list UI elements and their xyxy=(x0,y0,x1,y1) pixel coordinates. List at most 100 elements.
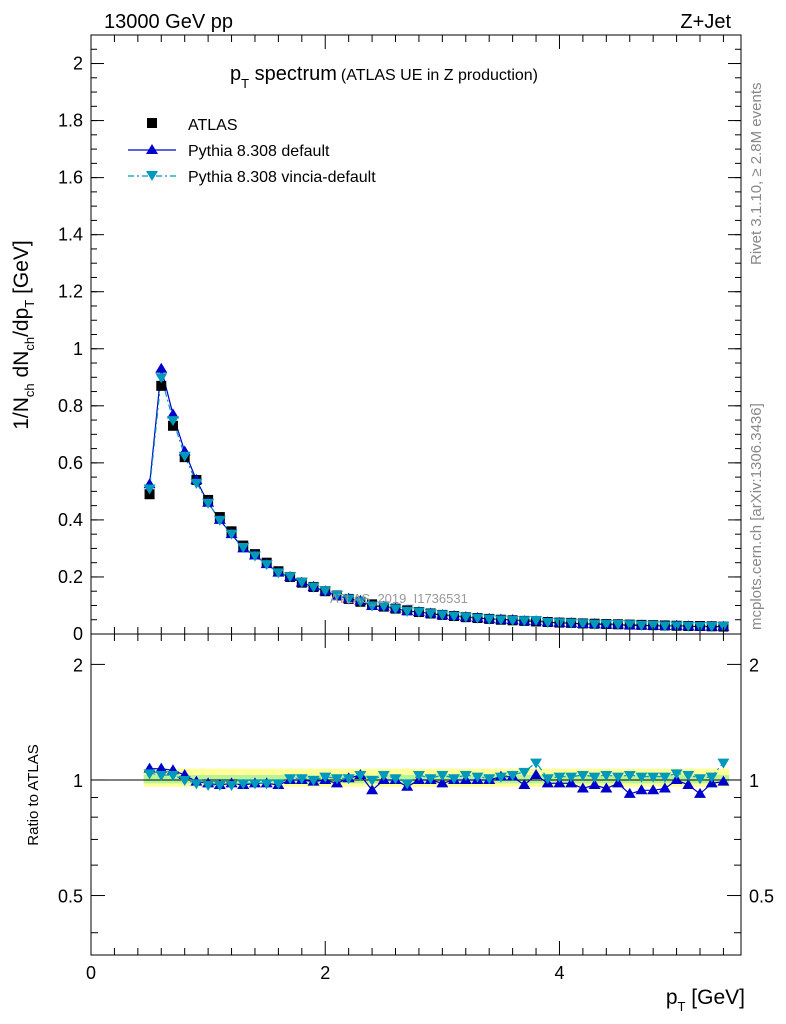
xlabel: pT [GeV] xyxy=(666,986,745,1014)
legend: ATLAS Pythia 8.308 default Pythia 8.308 … xyxy=(128,117,376,186)
pythia-vincia-point xyxy=(565,618,578,629)
pythia-vincia-point xyxy=(647,620,660,631)
pythia-vincia-point xyxy=(588,619,601,630)
pythia-vincia-point xyxy=(319,586,332,597)
ratio-pythia-vincia-point xyxy=(530,758,543,769)
ratio-pythia-default-point xyxy=(366,784,379,795)
ratio-pythia-vincia-point xyxy=(178,775,191,786)
ratio-pythia-vincia-point xyxy=(658,772,671,783)
main-y-tick-label: 1.8 xyxy=(58,111,83,131)
ratio-pythia-default-point xyxy=(588,779,601,790)
pythia-vincia-point xyxy=(272,568,285,579)
ratio-pythia-vincia-point xyxy=(272,779,285,790)
ratio-pythia-vincia-point xyxy=(448,774,461,785)
ratio-pythia-vincia-point xyxy=(319,772,332,783)
ratio-y-tick-label: 0.5 xyxy=(58,887,83,907)
pythia-vincia-point xyxy=(670,621,683,632)
pythia-vincia-point xyxy=(717,621,730,632)
ratio-pythia-vincia-point xyxy=(576,771,589,782)
ratio-pythia-vincia-point xyxy=(213,781,226,792)
pythia-vincia-point xyxy=(459,612,472,623)
legend-vincia-marker xyxy=(146,171,158,181)
ratio-pythia-default-point xyxy=(658,782,671,793)
ratio-pythia-default-point xyxy=(635,784,648,795)
pythia-vincia-point xyxy=(307,582,320,593)
pythia-vincia-point xyxy=(202,498,215,509)
ratio-pythia-vincia-point xyxy=(284,774,297,785)
pythia-vincia-point xyxy=(143,484,156,495)
ratio-pythia-vincia-point xyxy=(307,775,320,786)
ratio-pythia-default-point xyxy=(682,779,695,790)
ratio-pythia-vincia-point xyxy=(553,772,566,783)
pythia-vincia-point xyxy=(225,529,238,540)
legend-item-pythia-default: Pythia 8.308 default xyxy=(128,143,330,160)
ratio-pythia-default-point xyxy=(436,777,449,788)
main-y-tick-label: 1.4 xyxy=(58,225,83,245)
ratio-pythia-default-point xyxy=(717,775,730,786)
plot-title-p: p xyxy=(230,63,241,85)
pythia-vincia-point xyxy=(612,620,625,631)
main-y-tick-label: 0.4 xyxy=(58,510,83,530)
atlas-point xyxy=(156,380,167,391)
pythia-vincia-point xyxy=(471,613,484,624)
main-ylabel: 1/Nch dNch/dpT [GeV] xyxy=(10,240,37,430)
ratio-pythia-default-point xyxy=(518,779,531,790)
series-line-pythia-vincia xyxy=(149,377,724,627)
pythia-vincia-point xyxy=(506,616,519,627)
ratio-plot-marks xyxy=(143,758,730,798)
legend-default-label: Pythia 8.308 default xyxy=(188,143,330,160)
ratio-pythia-vincia-point xyxy=(612,772,625,783)
legend-item-pythia-vincia: Pythia 8.308 vincia-default xyxy=(128,169,376,186)
ratio-pythia-vincia-point xyxy=(600,771,613,782)
ratio-y-tick-label-right: 0.5 xyxy=(749,887,774,907)
ratio-pythia-vincia-point xyxy=(565,772,578,783)
x-tick-label: 4 xyxy=(554,963,564,983)
ratio-pythia-default-point xyxy=(530,769,543,780)
main-y-tick-label-zero: 0 xyxy=(73,624,83,644)
main-y-tick-label: 0.8 xyxy=(58,396,83,416)
plot-title-paren: (ATLAS UE in Z production) xyxy=(341,67,538,84)
x-tick-label: 2 xyxy=(320,963,330,983)
pythia-vincia-point xyxy=(166,416,179,427)
pythia-vincia-point xyxy=(623,620,636,631)
ratio-pythia-default-point xyxy=(155,762,168,773)
main-y-tick-label: 0.6 xyxy=(58,453,83,473)
pythia-vincia-point xyxy=(190,478,203,489)
main-y-tick-label: 1 xyxy=(73,339,83,359)
pythia-vincia-point xyxy=(530,616,543,627)
header-energy-label: 13000 GeV pp xyxy=(104,11,233,33)
pythia-vincia-point xyxy=(424,609,437,620)
pythia-vincia-point xyxy=(377,601,390,612)
pythia-vincia-point xyxy=(178,451,191,462)
pythia-vincia-point xyxy=(284,572,297,583)
ratio-pythia-vincia-point xyxy=(635,772,648,783)
pythia-default-point xyxy=(166,408,179,419)
pythia-vincia-point xyxy=(248,551,261,562)
pythia-vincia-point xyxy=(366,601,379,612)
ratio-pythia-vincia-point xyxy=(155,771,168,782)
pythia-vincia-point xyxy=(412,607,425,618)
ratio-y-tick-label-right: 2 xyxy=(749,655,759,675)
pythia-vincia-point xyxy=(448,611,461,622)
ratio-pythia-vincia-point xyxy=(190,779,203,790)
ratio-pythia-vincia-point xyxy=(295,774,308,785)
ratio-pythia-vincia-point xyxy=(248,779,261,790)
main-y-tick-label: 1.6 xyxy=(58,168,83,188)
pythia-vincia-point xyxy=(682,621,695,632)
ratio-pythia-default-point xyxy=(623,787,636,798)
pythia-vincia-point xyxy=(635,620,648,631)
pythia-vincia-point xyxy=(658,621,671,632)
ratio-pythia-vincia-point xyxy=(518,767,531,778)
plot-title-rest: spectrum xyxy=(249,63,337,85)
plot-title-sub: T xyxy=(241,76,249,91)
ratio-pythia-vincia-point xyxy=(459,771,472,782)
ratio-pythia-vincia-point xyxy=(682,771,695,782)
ratio-pythia-vincia-point xyxy=(623,771,636,782)
ratio-ylabel: Ratio to ATLAS xyxy=(25,744,42,845)
legend-item-atlas: ATLAS xyxy=(147,117,238,134)
pythia-vincia-point xyxy=(401,606,414,617)
pythia-vincia-point xyxy=(330,590,343,601)
ratio-pythia-default-point xyxy=(600,782,613,793)
ratio-pythia-vincia-point xyxy=(143,769,156,780)
ratio-pythia-vincia-point xyxy=(483,774,496,785)
